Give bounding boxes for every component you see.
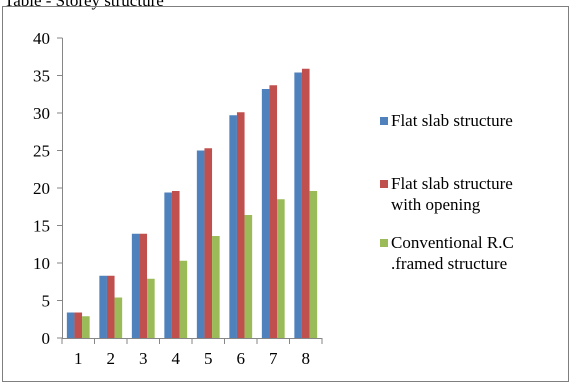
legend-label: .framed structure (391, 254, 507, 273)
bar (164, 192, 172, 338)
y-tick-label: 5 (42, 292, 51, 311)
x-tick-label: 4 (172, 349, 181, 368)
y-tick-label: 40 (33, 29, 50, 48)
bar (99, 275, 107, 338)
y-tick-label: 25 (33, 142, 50, 161)
legend-swatch (380, 117, 388, 125)
x-tick-label: 1 (74, 349, 83, 368)
chart-border (2, 6, 569, 382)
x-tick-label: 7 (269, 349, 278, 368)
bar (66, 312, 75, 338)
y-tick-label: 15 (33, 217, 50, 236)
bar (229, 115, 237, 338)
x-tick-label: 2 (107, 349, 116, 368)
bar (106, 275, 115, 338)
bar (261, 89, 270, 338)
x-tick-label: 3 (139, 349, 148, 368)
x-tick-label: 5 (204, 349, 213, 368)
y-tick-label: 20 (33, 179, 50, 198)
bar (204, 148, 213, 338)
bar (196, 150, 205, 338)
legend: Flat slab structure Flat slab structure wi… (380, 111, 514, 273)
bar (139, 233, 148, 338)
x-axis: 1 2 3 4 5 6 7 8 (61, 338, 323, 368)
legend-label: Flat slab structure (391, 111, 513, 130)
bar (294, 72, 302, 338)
bar (179, 260, 188, 338)
bar (147, 278, 155, 338)
bar (277, 199, 285, 338)
legend-swatch (380, 239, 388, 247)
x-tick-label: 6 (237, 349, 246, 368)
bar (131, 233, 140, 338)
cropped-caption: Table - Storey structure (4, 0, 164, 10)
legend-label: Flat slab structure (391, 174, 513, 193)
y-axis: 0 5 10 15 20 25 30 35 40 (33, 29, 63, 348)
y-tick-label: 0 (42, 329, 51, 348)
bar (236, 112, 245, 338)
bars (66, 68, 318, 338)
x-tick-label: 8 (302, 349, 311, 368)
legend-swatch (380, 180, 388, 188)
bar (212, 236, 220, 338)
legend-label: Conventional R.C (391, 233, 514, 252)
bar (171, 191, 180, 338)
bar (269, 85, 278, 338)
bar (82, 316, 90, 338)
bar (244, 215, 253, 338)
legend-label: with opening (391, 195, 481, 214)
bar (309, 191, 318, 338)
y-tick-label: 10 (33, 254, 50, 273)
bar (74, 312, 83, 338)
y-tick-label: 30 (33, 104, 50, 123)
bar (301, 68, 310, 338)
bar (114, 297, 123, 338)
y-tick-label: 35 (33, 67, 50, 86)
